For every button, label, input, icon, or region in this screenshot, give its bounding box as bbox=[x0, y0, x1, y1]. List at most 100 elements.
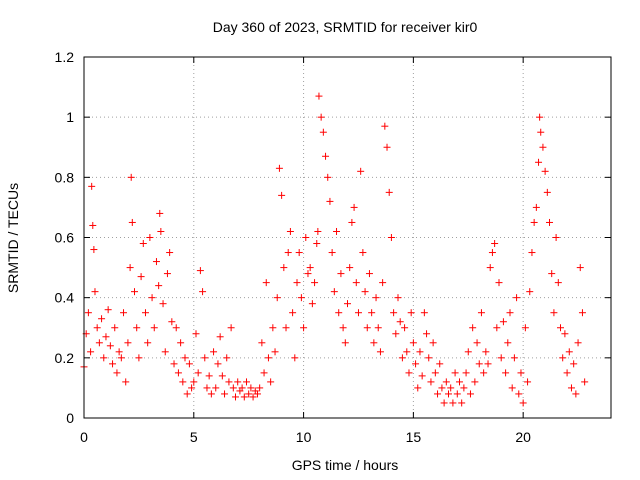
data-point bbox=[100, 354, 108, 362]
data-point bbox=[453, 390, 461, 398]
data-point bbox=[190, 378, 198, 386]
x-tick-label: 10 bbox=[296, 429, 312, 445]
data-point bbox=[495, 279, 503, 287]
data-point bbox=[111, 324, 119, 332]
data-point bbox=[497, 354, 505, 362]
data-point bbox=[574, 339, 582, 347]
data-point bbox=[543, 188, 551, 196]
data-point bbox=[559, 354, 567, 362]
data-point bbox=[196, 267, 204, 275]
data-point bbox=[311, 279, 319, 287]
data-point bbox=[462, 369, 470, 377]
data-point bbox=[537, 128, 545, 136]
data-point bbox=[466, 390, 474, 398]
data-point bbox=[264, 354, 272, 362]
data-point bbox=[84, 309, 92, 317]
data-point bbox=[526, 288, 534, 296]
data-point bbox=[172, 324, 180, 332]
data-point bbox=[124, 339, 132, 347]
data-point bbox=[344, 300, 351, 308]
y-axis-label: SRMTID / TECUs bbox=[5, 183, 21, 293]
data-point bbox=[510, 354, 518, 362]
data-point bbox=[232, 393, 240, 401]
data-point bbox=[401, 324, 409, 332]
data-point bbox=[477, 309, 485, 317]
data-point bbox=[308, 300, 316, 308]
data-point bbox=[508, 384, 516, 392]
data-point bbox=[295, 249, 303, 257]
data-point bbox=[561, 330, 569, 338]
data-point bbox=[141, 309, 149, 317]
data-point bbox=[214, 360, 222, 368]
data-point bbox=[473, 339, 481, 347]
data-point bbox=[532, 203, 540, 211]
data-point bbox=[341, 339, 349, 347]
data-point bbox=[385, 188, 393, 196]
data-point bbox=[392, 330, 400, 338]
data-point bbox=[546, 218, 554, 226]
data-point bbox=[405, 369, 413, 377]
data-point bbox=[499, 318, 507, 326]
data-point bbox=[313, 240, 321, 248]
data-point bbox=[163, 270, 171, 278]
data-point bbox=[449, 399, 457, 407]
data-point bbox=[535, 158, 543, 166]
data-point bbox=[506, 309, 514, 317]
data-point bbox=[194, 369, 202, 377]
data-point bbox=[304, 270, 312, 278]
data-point bbox=[93, 324, 101, 332]
data-point bbox=[314, 227, 322, 235]
data-point bbox=[407, 309, 415, 317]
data-point bbox=[333, 227, 341, 235]
data-point bbox=[315, 92, 323, 100]
data-point bbox=[207, 390, 215, 398]
plot-frame bbox=[83, 56, 612, 419]
data-point bbox=[256, 384, 264, 392]
data-point bbox=[322, 152, 330, 160]
data-point bbox=[181, 354, 189, 362]
data-point bbox=[556, 324, 564, 332]
data-point bbox=[183, 390, 191, 398]
data-point bbox=[90, 246, 98, 254]
data-point bbox=[536, 113, 544, 121]
axis-ticks bbox=[83, 56, 611, 419]
data-point bbox=[530, 218, 538, 226]
data-point bbox=[159, 300, 167, 308]
data-point bbox=[106, 342, 114, 350]
data-point bbox=[381, 122, 389, 130]
data-points bbox=[80, 92, 589, 407]
data-point bbox=[469, 324, 477, 332]
data-point bbox=[339, 324, 347, 332]
data-point bbox=[409, 339, 417, 347]
data-point bbox=[133, 324, 141, 332]
data-point bbox=[179, 378, 187, 386]
data-point bbox=[528, 249, 536, 257]
data-point bbox=[88, 182, 96, 190]
data-point bbox=[328, 249, 336, 257]
y-tick-label: 0.4 bbox=[55, 290, 75, 306]
data-point bbox=[482, 348, 490, 356]
data-point bbox=[229, 384, 237, 392]
y-tick-label: 1 bbox=[66, 109, 74, 125]
data-point bbox=[447, 384, 455, 392]
data-point bbox=[302, 234, 310, 241]
data-point bbox=[396, 318, 404, 326]
data-point bbox=[150, 324, 158, 332]
data-point bbox=[471, 378, 479, 386]
data-point bbox=[225, 378, 233, 386]
data-point bbox=[319, 128, 327, 136]
data-point bbox=[227, 324, 235, 332]
data-point bbox=[357, 167, 365, 175]
data-point bbox=[269, 324, 277, 332]
data-point bbox=[177, 339, 185, 347]
data-point bbox=[348, 218, 356, 226]
data-point bbox=[429, 339, 437, 347]
data-point bbox=[502, 369, 510, 377]
data-point bbox=[350, 203, 358, 211]
data-point bbox=[120, 309, 128, 317]
y-tick-label: 0.2 bbox=[55, 350, 75, 366]
data-point bbox=[442, 378, 450, 386]
data-point bbox=[515, 390, 523, 398]
data-point bbox=[416, 348, 424, 356]
data-point bbox=[521, 324, 529, 332]
